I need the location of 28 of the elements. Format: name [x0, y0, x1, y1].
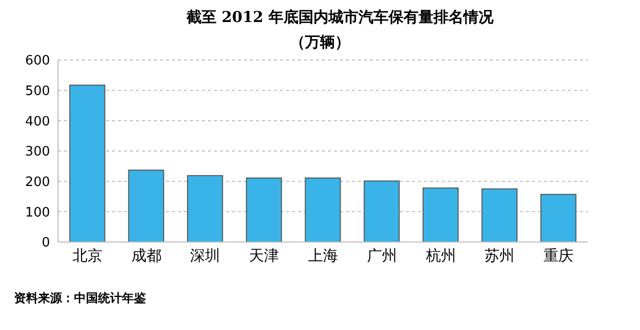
x-tick-label: 成都: [131, 246, 162, 265]
x-tick-label: 北京: [72, 246, 102, 265]
bar: [422, 188, 459, 242]
x-tick-label: 重庆: [544, 246, 574, 265]
y-tick-label: 400: [25, 114, 50, 130]
y-tick-label: 200: [25, 174, 50, 190]
x-tick-label: 上海: [308, 246, 338, 265]
y-tick-label: 100: [25, 205, 50, 220]
text: 资料来源：中国统计年鉴: [14, 290, 147, 307]
x-tick-label: 广州: [366, 246, 397, 265]
y-tick-label: 500: [25, 84, 50, 99]
bar: [128, 170, 164, 242]
bar: [304, 177, 341, 242]
y-tick-label: 300: [25, 144, 50, 160]
bar: [187, 175, 224, 242]
chart-subtitle: （万辆）: [289, 33, 351, 52]
bar: [540, 194, 576, 242]
x-tick-label: 苏州: [484, 246, 515, 265]
x-tick-label: 深圳: [190, 246, 220, 265]
bar: [364, 180, 400, 242]
x-tick-label: 天津: [249, 246, 280, 265]
bar: [69, 84, 106, 242]
bar: [246, 177, 282, 242]
chart-title: 截至 2012 年底国内城市汽车保有量排名情况: [185, 8, 495, 27]
y-tick-label: 0: [42, 236, 50, 251]
x-tick-label: 杭州: [424, 246, 456, 265]
y-tick-label: 600: [25, 54, 50, 69]
bar: [482, 188, 518, 242]
